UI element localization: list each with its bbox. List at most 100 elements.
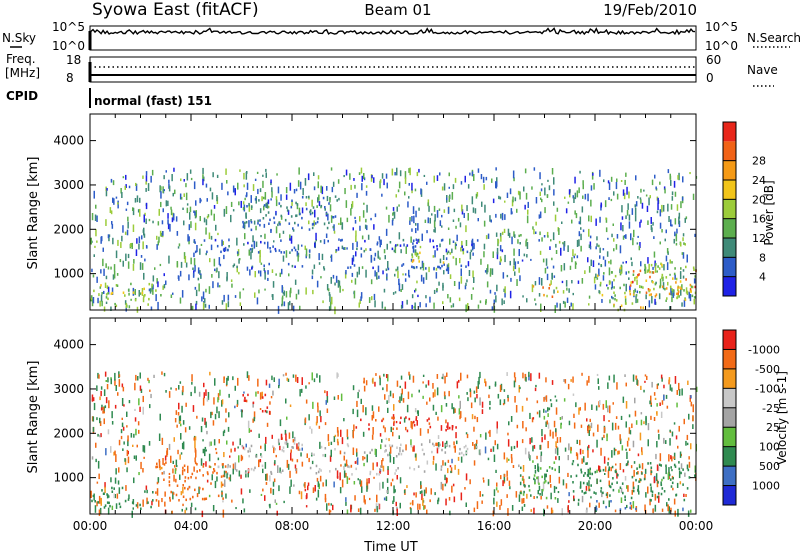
echo-cell: [523, 253, 526, 257]
echo-cell: [572, 460, 575, 463]
echo-cell: [547, 407, 549, 412]
echo-cell: [473, 444, 476, 450]
echo-cell: [99, 421, 102, 426]
echo-cell: [205, 449, 207, 452]
echo-cell: [414, 245, 417, 248]
echo-cell: [235, 507, 237, 510]
echo-cell: [459, 415, 461, 420]
echo-cell: [110, 178, 113, 183]
echo-cell: [250, 251, 252, 260]
echo-cell: [412, 446, 414, 452]
echo-cell: [289, 290, 291, 298]
echo-cell: [269, 250, 272, 253]
echo-cell: [447, 264, 449, 268]
echo-cell: [590, 259, 592, 266]
echo-cell: [592, 260, 595, 267]
echo-cell: [133, 259, 135, 264]
echo-cell: [381, 439, 383, 443]
echo-cell: [291, 458, 294, 462]
echo-cell: [247, 450, 249, 453]
echo-cell: [390, 426, 392, 433]
echo-cell: [623, 192, 626, 200]
echo-cell: [172, 292, 174, 295]
echo-cell: [202, 174, 204, 180]
echo-cell: [422, 374, 425, 377]
echo-cell: [632, 374, 635, 382]
echo-cell: [222, 497, 224, 500]
echo-cell: [170, 387, 172, 390]
echo-cell: [259, 408, 262, 410]
echo-cell: [263, 241, 266, 245]
echo-cell: [391, 247, 394, 251]
echo-cell: [261, 464, 264, 468]
echo-cell: [639, 285, 641, 289]
echo-cell: [139, 385, 142, 391]
echo-cell: [309, 466, 312, 470]
echo-cell: [639, 221, 641, 228]
echo-cell: [496, 421, 498, 430]
echo-cell: [188, 426, 191, 430]
echo-cell: [677, 508, 679, 517]
echo-cell: [465, 225, 467, 233]
echo-cell: [289, 238, 291, 241]
echo-cell: [177, 449, 179, 455]
echo-cell: [222, 431, 225, 437]
echo-cell: [509, 260, 511, 266]
echo-cell: [115, 250, 118, 259]
echo-cell: [112, 237, 114, 245]
echo-cell: [483, 220, 486, 227]
echo-cell: [195, 210, 197, 218]
x-tick-label: 08:00: [275, 519, 310, 533]
echo-cell: [167, 223, 170, 230]
echo-cell: [603, 456, 606, 464]
echo-cell: [159, 413, 161, 421]
echo-cell: [202, 474, 204, 477]
echo-cell: [107, 286, 110, 295]
echo-cell: [604, 259, 607, 267]
echo-cell: [201, 296, 203, 302]
echo-cell: [194, 436, 197, 441]
echo-cell: [288, 432, 291, 439]
echo-cell: [590, 422, 593, 429]
echo-cell: [278, 202, 281, 205]
echo-cell: [608, 468, 610, 472]
echo-cell: [270, 181, 272, 186]
echo-cell: [398, 435, 400, 439]
echo-cell: [674, 465, 677, 468]
echo-cell: [404, 177, 407, 184]
echo-cell: [596, 478, 598, 484]
echo-cell: [326, 396, 329, 403]
echo-cell: [448, 195, 451, 202]
echo-cell: [139, 292, 142, 295]
echo-cell: [661, 229, 663, 233]
echo-cell: [576, 239, 579, 247]
echo-cell: [472, 270, 474, 278]
echo-cell: [663, 490, 666, 493]
echo-cell: [199, 248, 201, 255]
echo-cell: [301, 226, 303, 230]
echo-cell: [124, 294, 126, 297]
echo-cell: [382, 387, 384, 391]
echo-cell: [479, 491, 481, 497]
echo-cell: [419, 266, 422, 270]
echo-cell: [560, 265, 563, 272]
echo-cell: [285, 439, 288, 446]
echo-cell: [393, 496, 395, 502]
echo-cell: [659, 453, 662, 462]
echo-cell: [549, 399, 552, 402]
echo-cell: [260, 445, 262, 449]
echo-cell: [246, 182, 249, 190]
echo-cell: [208, 453, 211, 462]
echo-cell: [517, 239, 519, 244]
echo-cell: [644, 504, 646, 512]
echo-cell: [206, 198, 208, 202]
echo-cell: [620, 488, 623, 493]
echo-cell: [524, 447, 527, 455]
echo-cell: [652, 266, 654, 270]
echo-cell: [325, 212, 328, 215]
echo-cell: [675, 494, 677, 497]
echo-cell: [599, 255, 601, 259]
echo-cell: [543, 415, 546, 420]
echo-cell: [174, 418, 177, 423]
echo-cell: [645, 294, 647, 300]
